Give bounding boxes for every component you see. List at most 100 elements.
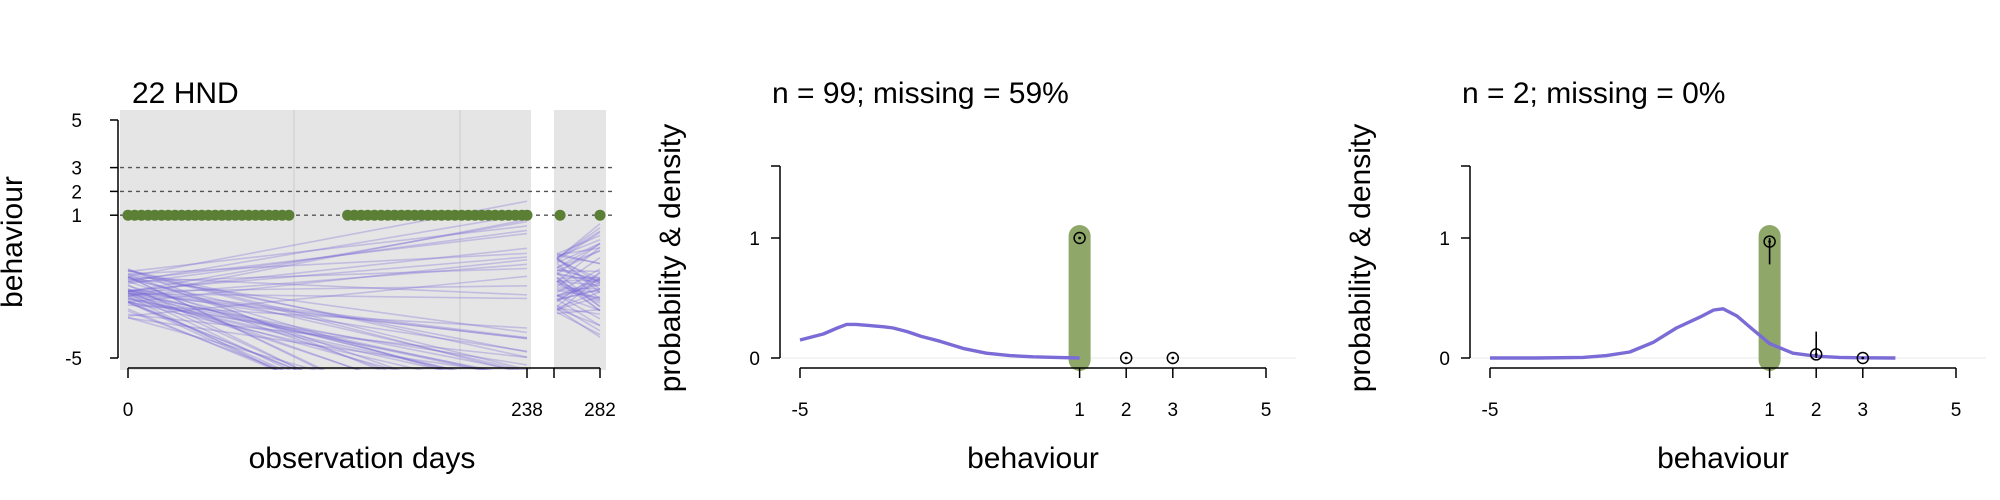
y-tick-label: 0 (749, 349, 760, 370)
x-axis-label: behaviour (967, 442, 1099, 475)
trajectory-line (127, 270, 515, 370)
x-tick-label: 2 (1121, 400, 1132, 421)
trajectory-line (556, 243, 601, 269)
trajectory-line (127, 292, 528, 340)
trajectory-line (556, 247, 601, 256)
trajectory-line (556, 277, 601, 313)
trajectory-line (127, 289, 304, 370)
y-tick-label: 5 (71, 111, 82, 132)
x-tick-label: 1 (1074, 400, 1085, 421)
trajectory-line (127, 247, 528, 293)
trajectory-line (556, 294, 601, 320)
trajectory-line (127, 291, 489, 370)
x-axis-label: observation days (249, 442, 476, 475)
trajectory-line (127, 276, 326, 370)
trajectory-panel: -5 1 23 5 0 238 282 22 HND observation days be… (0, 77, 616, 475)
x-tick-label: 0 (123, 400, 134, 421)
trajectory-line (556, 278, 601, 297)
observation-point (521, 209, 533, 221)
trajectory-line (556, 295, 601, 311)
plot-area: 0 1 -5 1 2 3 5 (749, 165, 1296, 421)
trajectory-line (127, 294, 485, 370)
trajectory-line (127, 297, 458, 370)
trajectory-line (556, 257, 601, 284)
trajectory-line (127, 316, 318, 370)
trajectory-line (556, 239, 601, 258)
trajectory-line (556, 242, 601, 275)
trajectory-line (556, 288, 601, 302)
trajectory-line (127, 293, 521, 370)
trajectory-line (556, 230, 601, 259)
probability-point-center (1078, 236, 1081, 240)
probability-point (1856, 351, 1870, 365)
trajectory-line (127, 258, 528, 303)
trajectory-line (127, 252, 528, 275)
density-curve (1490, 307, 1896, 360)
trajectory-line (556, 271, 601, 303)
trajectory-line (127, 297, 495, 370)
trajectory-line (127, 301, 528, 366)
trajectory-line (556, 273, 601, 282)
trajectory-line (556, 272, 601, 308)
trajectory-line (127, 289, 528, 353)
trajectory-group-1 (127, 200, 528, 370)
trajectory-line (127, 225, 528, 273)
trajectory-line (127, 278, 526, 370)
plot-area: 0 1 -5 1 2 3 5 (1439, 165, 1986, 421)
probability-point-center (1171, 356, 1175, 360)
probability-point (1809, 348, 1823, 361)
trajectory-line (127, 213, 528, 283)
x-tick-label: 5 (1951, 400, 1962, 421)
trajectory-line (556, 276, 601, 279)
trajectory-line (127, 300, 425, 370)
trajectory-line (127, 302, 299, 370)
trajectory-line (127, 276, 528, 296)
y-tick-label: 3 (71, 159, 82, 180)
distribution-panel-1: 0 1 -5 1 2 3 5 n = 99; missing = 59% behaviour… (654, 77, 1296, 475)
trajectory-line (556, 268, 601, 294)
probability-point-center (1814, 353, 1818, 356)
x-tick-label: 282 (584, 400, 616, 421)
trajectory-line (127, 263, 528, 297)
trajectory-line (127, 310, 284, 370)
trajectory-line (127, 267, 528, 283)
tick-labels: -5 1 23 5 0 238 282 (65, 111, 616, 421)
trajectory-line (556, 223, 601, 260)
trajectory-line (127, 285, 528, 292)
trajectory-line (127, 299, 286, 370)
trajectory-line (556, 231, 601, 262)
trajectory-line (556, 278, 601, 301)
trajectory-line (127, 288, 361, 370)
trajectory-line (556, 269, 601, 273)
trajectory-line (127, 275, 528, 317)
observation-point (554, 209, 566, 221)
trajectory-line (127, 298, 446, 370)
trajectory-line (556, 289, 601, 299)
trajectory-line (556, 294, 601, 312)
trajectory-line (556, 272, 601, 285)
trajectory-line (127, 276, 445, 370)
y-tick-label: -5 (65, 349, 82, 370)
x-tick-label: 5 (1261, 400, 1272, 421)
trajectory-line (556, 307, 601, 327)
observation-point (283, 209, 295, 221)
trajectory-line (556, 242, 601, 264)
observation-points (122, 209, 606, 221)
distribution-panel-2: 0 1 -5 1 2 3 5 n = 2; missing = 0% behaviour p… (1344, 77, 1986, 475)
trajectory-line (127, 304, 528, 329)
trajectory-line (556, 257, 601, 290)
trajectory-line (556, 282, 601, 298)
trajectory-line (556, 280, 601, 301)
trajectory-line (127, 269, 528, 358)
y-axis-label: probability & density (654, 124, 687, 392)
x-tick-label: 1 (1764, 400, 1775, 421)
trajectory-line (556, 287, 601, 290)
trajectory-line (556, 259, 601, 280)
trajectory-line (127, 288, 528, 339)
trajectory-line (127, 218, 528, 297)
trajectory-line (127, 295, 279, 370)
trajectory-line (127, 269, 528, 370)
trajectory-line (556, 283, 601, 304)
trajectory-line (556, 288, 601, 293)
probability-point (1763, 235, 1776, 248)
